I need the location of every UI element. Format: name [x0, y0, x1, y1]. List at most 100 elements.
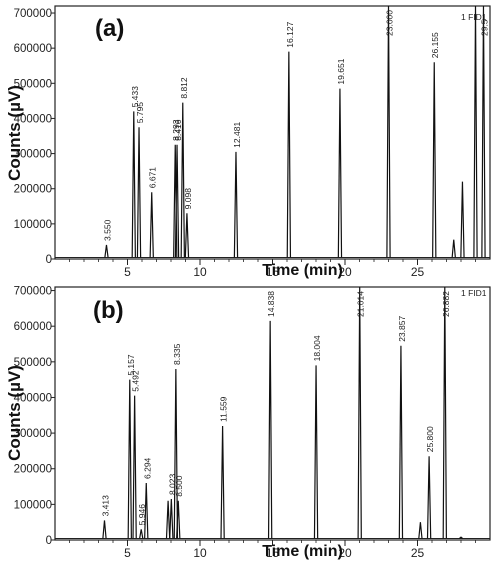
peak-label: 9.098: [183, 188, 193, 210]
peak: [313, 365, 319, 539]
peak-label: 14.838: [266, 291, 276, 317]
peak: [418, 522, 423, 539]
peak: [139, 529, 144, 539]
y-tick-label: 200000: [14, 184, 52, 196]
peak: [460, 181, 465, 258]
y-tick-label: 700000: [14, 286, 52, 298]
trace-label: 1 FID1: [461, 288, 487, 298]
peak: [149, 192, 154, 258]
x-tick-label: 15: [266, 265, 280, 279]
x-tick-label: 5: [124, 265, 131, 279]
y-tick-label: 300000: [14, 428, 52, 440]
peak-label: 12.481: [232, 122, 242, 148]
peak-label: 5.492: [131, 370, 141, 392]
peak: [267, 320, 273, 539]
peak-label: 5.433: [130, 86, 140, 108]
y-tick-label: 500000: [14, 78, 52, 90]
peak-label: 8.812: [179, 77, 189, 99]
peak: [398, 345, 404, 539]
y-axis-label: Counts (µV): [5, 365, 24, 461]
peak: [442, 286, 447, 539]
peak-label: 3.550: [102, 219, 112, 241]
peak: [127, 379, 132, 539]
y-tick-label: 600000: [14, 321, 52, 333]
trace-label: 1 FID1: [461, 12, 487, 22]
peak: [473, 5, 478, 258]
peak: [432, 62, 437, 258]
peak: [357, 286, 362, 539]
peak-label: 11.559: [219, 396, 229, 422]
peak: [451, 239, 456, 258]
peak: [173, 368, 179, 539]
peak-label: 8.023: [167, 473, 177, 495]
y-tick-label: 400000: [14, 113, 52, 125]
y-tick-label: 300000: [14, 149, 52, 161]
peak-label: 19.651: [336, 58, 346, 84]
peak: [459, 536, 463, 539]
peak-label: 21.014: [356, 291, 366, 317]
x-tick-label: 10: [193, 546, 207, 560]
peak: [132, 395, 137, 539]
y-tick-label: 600000: [14, 43, 52, 55]
chart-panel-b: 0 100000 200000 300000 400000 500000 600000 700…: [5, 286, 491, 560]
peak: [136, 127, 142, 258]
peak-label: 26.155: [430, 32, 440, 58]
panel-label: (a): [95, 15, 124, 42]
x-axis-label: Time (min): [262, 262, 343, 279]
x-axis-label: Time (min): [262, 543, 343, 560]
x-tick-label: 5: [124, 546, 131, 560]
peak: [165, 500, 171, 539]
peak-label: 5.946: [137, 504, 147, 526]
panel-label: (b): [93, 297, 124, 324]
peak: [386, 5, 391, 258]
peak-label: 6.294: [142, 457, 152, 479]
x-tick-label: 20: [338, 546, 352, 560]
peak: [286, 51, 292, 258]
chart-panel-a: 0 100000 200000 300000 400000 500000 600000 700…: [5, 5, 491, 279]
peak: [174, 144, 180, 258]
peak-label: 5.795: [135, 102, 145, 124]
plot-frame: [54, 286, 491, 541]
x-tick-label: 25: [411, 265, 425, 279]
peak-label: 25.800: [425, 426, 435, 452]
y-tick-label: 0: [46, 535, 52, 547]
peak-label: 8.416: [173, 119, 183, 141]
peak-label: 23.857: [397, 316, 407, 342]
peak: [144, 482, 149, 539]
y-tick-label: 700000: [14, 8, 52, 20]
peak: [220, 425, 225, 539]
peak-label: 8.335: [172, 343, 182, 365]
peak: [481, 5, 486, 258]
plot-frame: [54, 5, 491, 260]
x-tick-label: 25: [411, 546, 425, 560]
peak: [180, 102, 185, 258]
peak-label: 26.882: [441, 291, 451, 317]
peak: [233, 151, 239, 258]
peak: [131, 111, 136, 258]
peak: [104, 244, 109, 258]
y-tick-label: 100000: [14, 219, 52, 231]
peak-label: 29.5: [479, 19, 489, 36]
y-tick-label: 0: [46, 254, 52, 266]
y-tick-label: 100000: [14, 499, 52, 511]
peak-label: 23.000: [385, 10, 395, 36]
peak: [176, 500, 181, 539]
y-tick-label: 400000: [14, 392, 52, 404]
peak: [337, 88, 343, 258]
peak-label: 16.127: [285, 21, 295, 47]
peak: [184, 213, 190, 258]
y-axis-label: Counts (µV): [5, 85, 24, 181]
peak-label: 6.671: [148, 167, 158, 189]
y-tick-label: 500000: [14, 357, 52, 369]
peak: [169, 498, 174, 539]
peak-label: 3.413: [100, 495, 110, 517]
x-tick-label: 15: [266, 546, 280, 560]
peak: [426, 456, 432, 539]
x-tick-label: 10: [193, 265, 207, 279]
peak-label: 5.157: [126, 354, 136, 376]
peak-label: 8.293: [171, 119, 181, 141]
peak-label: 18.004: [312, 335, 322, 361]
x-tick-label: 20: [338, 265, 352, 279]
peak-label: 8.500: [174, 475, 184, 497]
